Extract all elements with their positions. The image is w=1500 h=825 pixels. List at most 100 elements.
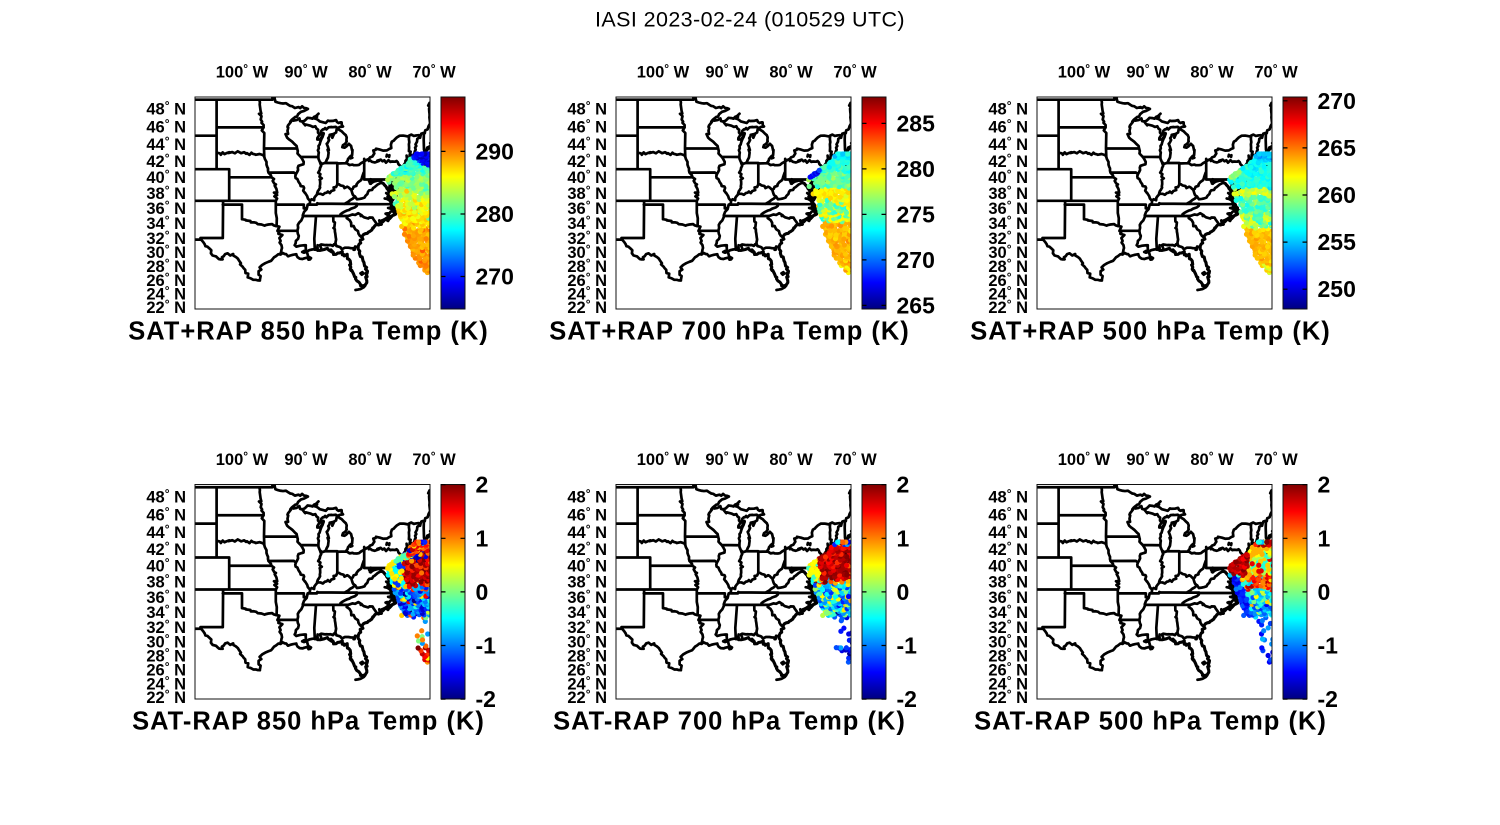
svg-text:275: 275 <box>897 201 936 227</box>
svg-text:30° N: 30° N <box>567 242 607 262</box>
svg-text:36° N: 36° N <box>146 198 186 218</box>
svg-text:48° N: 48° N <box>988 486 1028 506</box>
svg-text:34° N: 34° N <box>146 213 186 233</box>
svg-text:24° N: 24° N <box>567 673 607 693</box>
svg-text:44° N: 44° N <box>146 522 186 542</box>
svg-text:IASI 2023-02-24 (010529 UTC): IASI 2023-02-24 (010529 UTC) <box>595 8 905 32</box>
svg-text:22° N: 22° N <box>146 297 186 317</box>
svg-text:38° N: 38° N <box>567 572 607 592</box>
svg-text:290: 290 <box>476 138 514 164</box>
svg-text:28° N: 28° N <box>146 646 186 666</box>
svg-text:0: 0 <box>1318 579 1331 605</box>
svg-text:-1: -1 <box>1318 633 1339 659</box>
svg-text:24° N: 24° N <box>146 673 186 693</box>
svg-text:70° W: 70° W <box>833 62 877 82</box>
svg-text:46° N: 46° N <box>567 505 607 525</box>
svg-text:48° N: 48° N <box>567 99 607 119</box>
svg-text:40° N: 40° N <box>567 556 607 576</box>
svg-text:90° W: 90° W <box>1126 449 1170 469</box>
svg-text:48° N: 48° N <box>146 486 186 506</box>
svg-text:46° N: 46° N <box>988 505 1028 525</box>
svg-text:0: 0 <box>897 579 910 605</box>
svg-text:38° N: 38° N <box>988 183 1028 203</box>
svg-text:285: 285 <box>897 110 936 136</box>
svg-text:265: 265 <box>897 292 936 318</box>
svg-text:34° N: 34° N <box>146 602 186 622</box>
svg-text:44° N: 44° N <box>988 134 1028 154</box>
svg-text:90° W: 90° W <box>705 449 749 469</box>
svg-text:100° W: 100° W <box>637 449 690 469</box>
svg-text:26° N: 26° N <box>146 660 186 680</box>
svg-text:SAT+RAP 500 hPa Temp (K): SAT+RAP 500 hPa Temp (K) <box>970 318 1331 346</box>
svg-text:90° W: 90° W <box>705 62 749 82</box>
svg-text:40° N: 40° N <box>567 167 607 187</box>
svg-text:26° N: 26° N <box>567 660 607 680</box>
svg-text:32° N: 32° N <box>146 228 186 248</box>
svg-text:-2: -2 <box>1318 686 1338 712</box>
svg-text:80° W: 80° W <box>769 449 813 469</box>
svg-text:70° W: 70° W <box>1254 62 1298 82</box>
svg-text:42° N: 42° N <box>988 151 1028 171</box>
svg-text:2: 2 <box>476 472 489 498</box>
svg-text:34° N: 34° N <box>567 602 607 622</box>
svg-text:22° N: 22° N <box>567 297 607 317</box>
svg-text:80° W: 80° W <box>348 449 392 469</box>
svg-text:32° N: 32° N <box>567 617 607 637</box>
svg-text:24° N: 24° N <box>988 673 1028 693</box>
svg-text:1: 1 <box>1318 525 1331 551</box>
svg-text:70° W: 70° W <box>412 449 456 469</box>
svg-text:28° N: 28° N <box>567 256 607 276</box>
svg-text:2: 2 <box>1318 472 1331 498</box>
svg-text:SAT-RAP 700 hPa Temp (K): SAT-RAP 700 hPa Temp (K) <box>553 708 906 736</box>
svg-text:280: 280 <box>476 201 514 227</box>
svg-text:42° N: 42° N <box>567 151 607 171</box>
svg-text:46° N: 46° N <box>567 117 607 137</box>
svg-text:40° N: 40° N <box>988 167 1028 187</box>
svg-text:22° N: 22° N <box>988 687 1028 707</box>
svg-text:44° N: 44° N <box>567 522 607 542</box>
svg-text:24° N: 24° N <box>988 284 1028 304</box>
svg-text:80° W: 80° W <box>348 62 392 82</box>
svg-text:24° N: 24° N <box>567 284 607 304</box>
svg-text:42° N: 42° N <box>567 539 607 559</box>
svg-text:32° N: 32° N <box>988 617 1028 637</box>
svg-text:270: 270 <box>1318 88 1356 114</box>
svg-text:26° N: 26° N <box>146 270 186 290</box>
svg-text:250: 250 <box>1318 276 1356 302</box>
svg-text:80° W: 80° W <box>1190 449 1234 469</box>
svg-text:90° W: 90° W <box>1126 62 1170 82</box>
svg-text:70° W: 70° W <box>1254 449 1298 469</box>
svg-text:28° N: 28° N <box>988 256 1028 276</box>
svg-text:30° N: 30° N <box>146 632 186 652</box>
svg-text:42° N: 42° N <box>146 539 186 559</box>
svg-text:22° N: 22° N <box>988 297 1028 317</box>
svg-text:26° N: 26° N <box>567 270 607 290</box>
svg-text:28° N: 28° N <box>988 646 1028 666</box>
svg-text:265: 265 <box>1318 135 1357 161</box>
svg-text:32° N: 32° N <box>988 228 1028 248</box>
svg-text:2: 2 <box>897 472 910 498</box>
svg-text:24° N: 24° N <box>146 284 186 304</box>
svg-text:42° N: 42° N <box>988 539 1028 559</box>
svg-text:-2: -2 <box>897 686 917 712</box>
svg-text:100° W: 100° W <box>216 62 269 82</box>
svg-text:26° N: 26° N <box>988 660 1028 680</box>
svg-text:44° N: 44° N <box>567 134 607 154</box>
svg-text:36° N: 36° N <box>567 198 607 218</box>
svg-text:100° W: 100° W <box>1058 449 1111 469</box>
svg-text:70° W: 70° W <box>833 449 877 469</box>
svg-text:46° N: 46° N <box>146 505 186 525</box>
svg-text:70° W: 70° W <box>412 62 456 82</box>
svg-text:42° N: 42° N <box>146 151 186 171</box>
svg-text:34° N: 34° N <box>988 213 1028 233</box>
svg-text:44° N: 44° N <box>146 134 186 154</box>
svg-text:48° N: 48° N <box>146 99 186 119</box>
svg-text:40° N: 40° N <box>146 556 186 576</box>
svg-text:SAT-RAP 500 hPa Temp (K): SAT-RAP 500 hPa Temp (K) <box>974 708 1327 736</box>
svg-text:40° N: 40° N <box>988 556 1028 576</box>
svg-text:100° W: 100° W <box>216 449 269 469</box>
svg-text:SAT-RAP 850 hPa Temp (K): SAT-RAP 850 hPa Temp (K) <box>132 708 485 736</box>
svg-text:255: 255 <box>1318 229 1357 255</box>
svg-text:SAT+RAP 700 hPa Temp (K): SAT+RAP 700 hPa Temp (K) <box>549 318 910 346</box>
svg-text:36° N: 36° N <box>567 587 607 607</box>
